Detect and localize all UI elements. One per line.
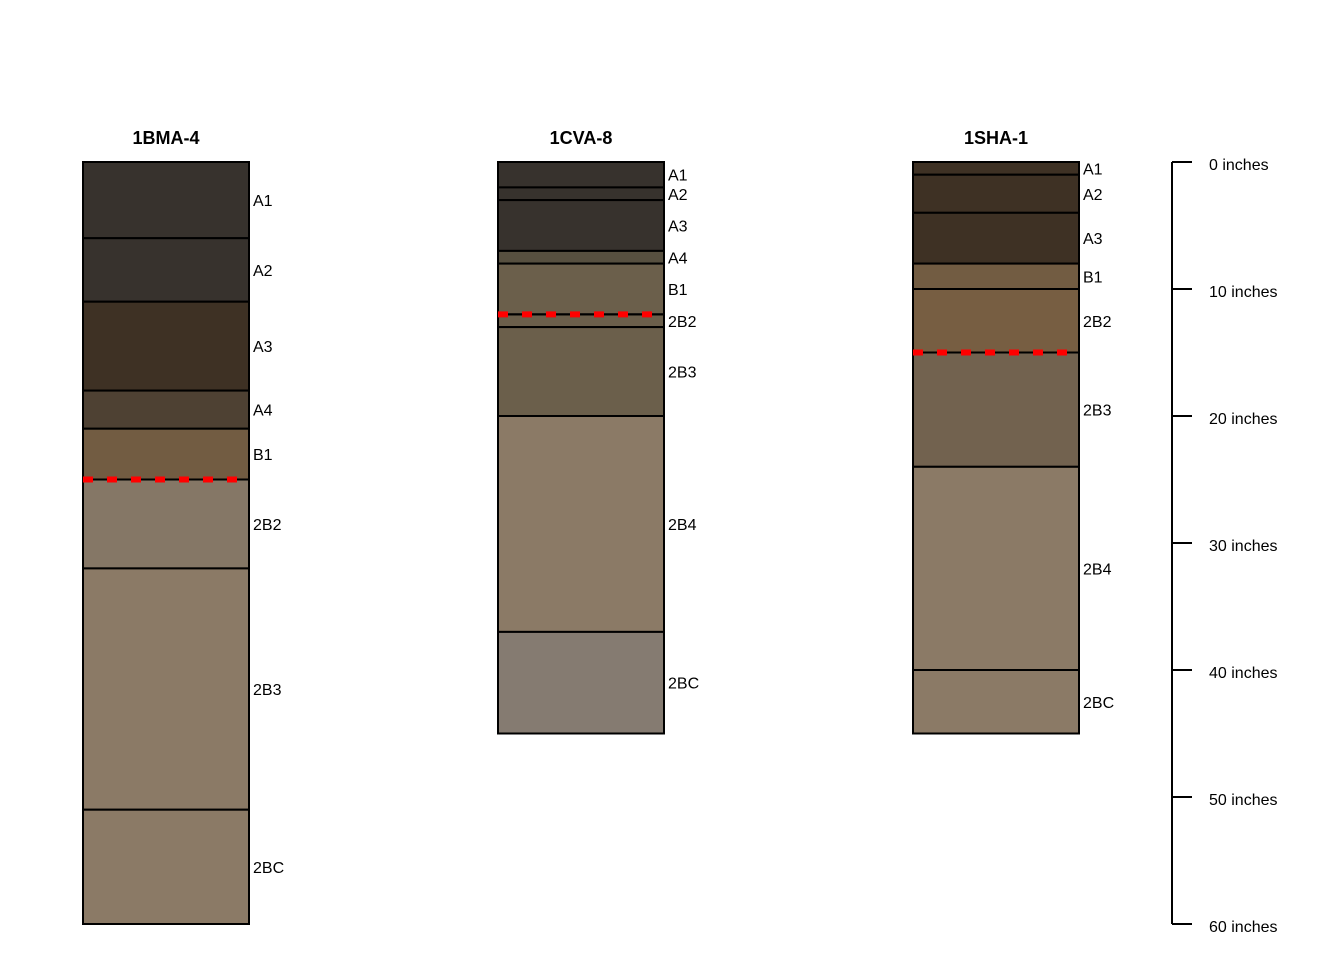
horizon-rect (82, 237, 250, 303)
horizon-label: 2B2 (1083, 314, 1112, 331)
horizon-label: 2B3 (1083, 403, 1112, 420)
horizon-rect (912, 211, 1080, 265)
horizon-label: 2B4 (1083, 561, 1112, 578)
horizon-label: 2BC (253, 860, 284, 877)
horizon-label: A3 (253, 339, 273, 356)
horizon-label: A2 (253, 263, 273, 280)
horizon-rect (912, 288, 1080, 354)
horizon-rect (497, 630, 665, 735)
horizon-rect (82, 567, 250, 811)
horizon-label: A1 (1083, 161, 1103, 178)
horizon-rect (912, 173, 1080, 214)
horizon-rect (912, 465, 1080, 671)
depth-axis-tick-label: 0 inches (1209, 157, 1269, 174)
horizon-rect (82, 478, 250, 570)
horizon-label: B1 (253, 447, 273, 464)
horizon-rect (82, 808, 250, 926)
horizon-label: 2B3 (253, 682, 282, 699)
horizon-label: A3 (668, 219, 688, 236)
depth-axis-tick-label: 10 inches (1209, 284, 1278, 301)
horizon-rect (497, 186, 665, 202)
horizon-rect (82, 161, 250, 240)
horizon-rect (497, 415, 665, 633)
horizon-label: 2B2 (253, 517, 282, 534)
horizon-rect (912, 161, 1080, 176)
horizon-label: A3 (1083, 231, 1103, 248)
depth-axis-tick-label: 20 inches (1209, 411, 1278, 428)
horizon-label: 2B4 (668, 517, 697, 534)
depth-axis-tick-label: 60 inches (1209, 919, 1278, 936)
horizon-label: A4 (253, 403, 273, 420)
horizon-label: A1 (668, 168, 688, 185)
horizon-rect (497, 249, 665, 265)
profile-title: 1BMA-4 (132, 128, 199, 148)
depth-axis-tick-label: 50 inches (1209, 792, 1278, 809)
horizon-label: A2 (668, 187, 688, 204)
horizon-rect (497, 199, 665, 252)
horizon-rect (497, 326, 665, 418)
horizon-label: A2 (1083, 187, 1103, 204)
depth-axis-tick-label: 30 inches (1209, 538, 1278, 555)
horizon-rect (912, 669, 1080, 735)
horizon-rect (82, 427, 250, 481)
horizon-label: 2B3 (668, 365, 697, 382)
horizon-label: 2B2 (668, 314, 697, 331)
profile-title: 1CVA-8 (550, 128, 613, 148)
horizon-rect (912, 351, 1080, 468)
horizon-rect (82, 389, 250, 430)
horizon-label: B1 (668, 282, 688, 299)
profile-title: 1SHA-1 (964, 128, 1028, 148)
horizon-rect (912, 262, 1080, 291)
horizon-rect (497, 262, 665, 316)
horizon-label: 2BC (1083, 695, 1114, 712)
depth-axis-tick-label: 40 inches (1209, 665, 1278, 682)
horizon-rect (497, 161, 665, 189)
horizon-rect (82, 300, 250, 392)
horizon-label: A4 (668, 250, 688, 267)
horizon-label: 2BC (668, 676, 699, 693)
horizon-label: A1 (253, 193, 273, 210)
horizon-label: B1 (1083, 269, 1103, 286)
